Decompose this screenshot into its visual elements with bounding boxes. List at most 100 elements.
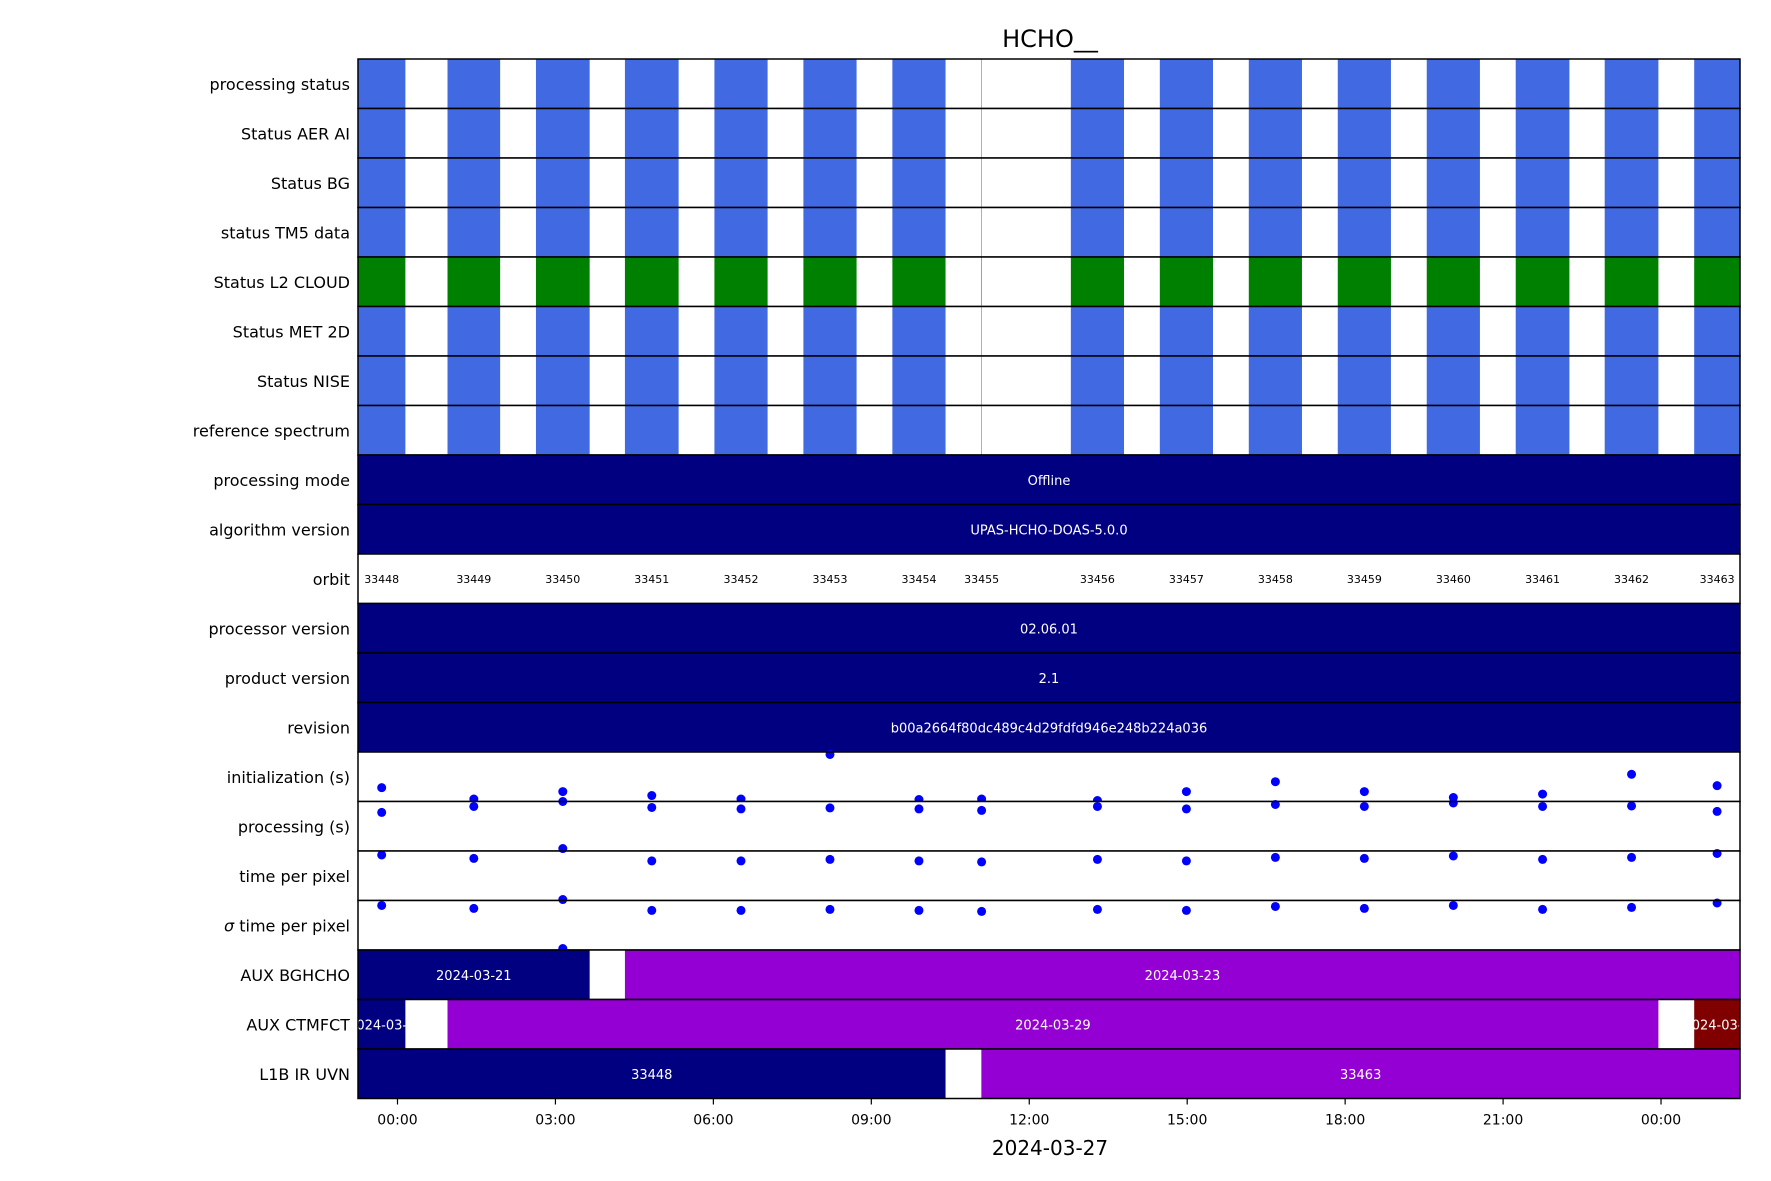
- status-bar: [1515, 59, 1570, 109]
- scatter-point: [1270, 777, 1280, 787]
- status-bar: [535, 405, 590, 455]
- status-bar: [803, 306, 857, 356]
- status-bar: [892, 158, 946, 208]
- status-bar: [1604, 306, 1659, 356]
- status-bar: [892, 108, 946, 158]
- status-bar: [1426, 405, 1480, 455]
- row-label-text: Status AER AI: [241, 124, 350, 143]
- constant-band-label: 02.06.01: [1020, 622, 1078, 637]
- status-bar: [981, 207, 982, 257]
- aux-segment: [358, 999, 406, 1049]
- status-bar: [803, 59, 857, 109]
- status-bar: [1337, 405, 1391, 455]
- status-bar: [535, 108, 590, 158]
- status-bar: [1694, 306, 1740, 356]
- row-label: Status NISE: [257, 372, 350, 391]
- scatter-point: [914, 804, 924, 814]
- orbit-label: 33452: [724, 573, 759, 586]
- scatter-point: [1359, 853, 1369, 863]
- orbit-label: 33454: [901, 573, 936, 586]
- row-background: [358, 554, 1740, 604]
- x-tick-label: 00:00: [377, 1113, 417, 1129]
- status-bar: [1426, 356, 1480, 406]
- row-label-text: algorithm version: [209, 520, 350, 539]
- status-bar: [1248, 356, 1302, 406]
- scatter-point: [1359, 787, 1369, 797]
- scatter-point: [736, 804, 746, 814]
- row-label-text: Status MET 2D: [233, 322, 350, 341]
- status-bar: [1337, 158, 1391, 208]
- status-bar: [535, 257, 590, 307]
- status-bar: [447, 405, 501, 455]
- x-tick-label: 06:00: [693, 1113, 733, 1129]
- row-label-text: initialization (s): [227, 768, 350, 787]
- status-bar: [981, 108, 982, 158]
- status-bar: [1337, 306, 1391, 356]
- scatter-point: [558, 895, 568, 905]
- row-label-text: processing status: [210, 75, 350, 94]
- status-bar: [447, 207, 501, 257]
- scatter-point: [825, 854, 835, 864]
- scatter-point: [377, 807, 387, 817]
- aux-segment-label: 33463: [1340, 1068, 1381, 1083]
- scatter-point: [1538, 904, 1548, 914]
- x-axis-label: 2024-03-27: [992, 1136, 1108, 1160]
- scatter-point: [977, 906, 987, 916]
- constant-band-label: 2.1: [1039, 672, 1060, 687]
- orbit-label: 33458: [1258, 573, 1293, 586]
- status-bar: [1515, 306, 1570, 356]
- aux-segment-label: 2024-03-2: [348, 1018, 415, 1033]
- status-bar: [447, 108, 501, 158]
- status-bar: [447, 59, 501, 109]
- status-bar: [1604, 59, 1659, 109]
- status-bar: [892, 306, 946, 356]
- orbit-label: 33451: [634, 573, 669, 586]
- row-label-text: Status L2 CLOUD: [214, 273, 350, 292]
- scatter-point: [1181, 804, 1191, 814]
- row-label: time per pixel: [239, 867, 350, 886]
- scatter-point: [1359, 801, 1369, 811]
- status-bar: [981, 356, 982, 406]
- row-label-text: orbit: [313, 570, 350, 589]
- row-label: Status MET 2D: [233, 322, 350, 341]
- aux-segment: [981, 1049, 1740, 1099]
- status-bar: [1159, 108, 1213, 158]
- orbit-label: 33448: [364, 573, 399, 586]
- status-bar: [803, 257, 857, 307]
- status-bar: [1694, 356, 1740, 406]
- scatter-point: [1627, 769, 1637, 779]
- constant-band: [358, 702, 1740, 752]
- orbit-label: 33463: [1700, 573, 1735, 586]
- status-bar: [1159, 306, 1213, 356]
- status-bar: [1070, 158, 1125, 208]
- scatter-point: [825, 803, 835, 813]
- status-bar: [803, 108, 857, 158]
- status-bar: [981, 59, 982, 109]
- scatter-point: [558, 787, 568, 797]
- status-bar: [358, 158, 406, 208]
- status-bar: [1515, 257, 1570, 307]
- status-bar: [624, 356, 679, 406]
- row-label-text: processor version: [208, 619, 350, 638]
- status-bar: [358, 59, 406, 109]
- status-bar: [1694, 405, 1740, 455]
- row-background: [358, 900, 1740, 950]
- orbit-label: 33450: [545, 573, 580, 586]
- x-tick-label: 12:00: [1009, 1113, 1049, 1129]
- status-bar: [358, 356, 406, 406]
- status-bar: [1337, 257, 1391, 307]
- row-label: product version: [225, 669, 350, 688]
- scatter-point: [977, 857, 987, 867]
- status-bar: [535, 59, 590, 109]
- x-axis: 00:00 03:00 06:00 09:00 12:00 15:00 18:00 21:00…: [377, 1098, 1681, 1129]
- scatter-point: [1627, 902, 1637, 912]
- scatter-point: [469, 801, 479, 811]
- status-bar: [981, 158, 982, 208]
- status-bar: [1694, 59, 1740, 109]
- status-bar: [714, 306, 768, 356]
- scatter-point: [647, 791, 657, 801]
- status-bar: [624, 59, 679, 109]
- status-bar: [1337, 207, 1391, 257]
- orbit-label: 33453: [812, 573, 847, 586]
- x-tick-label: 15:00: [1167, 1113, 1207, 1129]
